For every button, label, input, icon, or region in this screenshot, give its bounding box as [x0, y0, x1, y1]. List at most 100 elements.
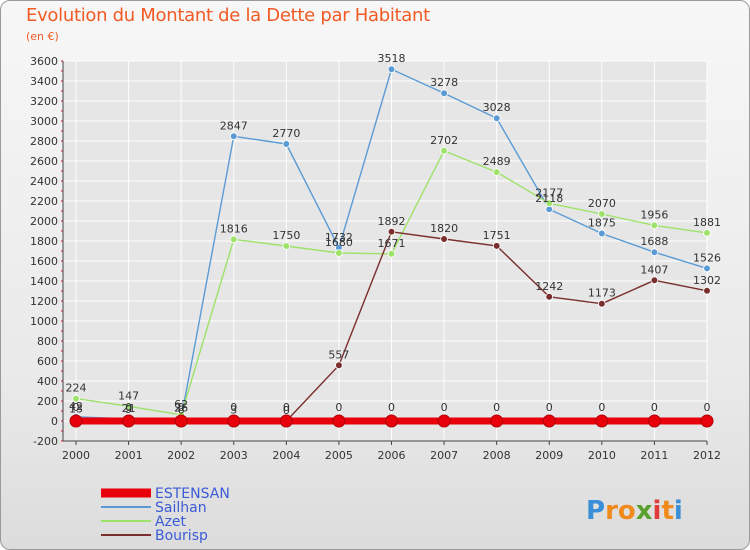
data-point [703, 264, 711, 273]
data-point [647, 414, 661, 428]
data-point [335, 361, 343, 370]
x-tick-label: 2012 [693, 449, 721, 462]
data-point [650, 248, 659, 257]
data-label: 1875 [588, 217, 616, 230]
x-tick-label: 2005 [325, 449, 353, 462]
data-point [229, 235, 238, 244]
data-label: 2489 [483, 155, 511, 168]
y-tick-label: 800 [37, 335, 58, 348]
data-label: 1820 [430, 222, 458, 235]
data-label: 0 [73, 401, 80, 414]
y-tick-label: 1200 [30, 295, 58, 308]
y-tick-label: 3400 [30, 75, 58, 88]
data-point [227, 414, 241, 428]
data-point [595, 414, 609, 428]
x-tick-label: 2000 [62, 449, 90, 462]
data-point [72, 394, 80, 403]
data-point [650, 221, 659, 230]
x-tick-label: 2008 [483, 449, 511, 462]
chart-subtitle: (en €) [26, 30, 59, 43]
legend-label: Bourisp [155, 528, 208, 544]
data-point [700, 414, 714, 428]
data-label: 224 [66, 382, 87, 395]
data-label: 147 [118, 389, 139, 402]
y-tick-label: 1600 [30, 255, 58, 268]
y-tick-label: 400 [37, 375, 58, 388]
data-label: 2070 [588, 197, 616, 210]
y-tick-label: 0 [51, 415, 58, 428]
x-tick-label: 2003 [220, 449, 248, 462]
data-label: 2177 [535, 186, 563, 199]
legend-label: Sailhan [155, 500, 207, 516]
data-label: 42 [69, 400, 83, 413]
data-label: 0 [283, 404, 290, 417]
y-tick-label: 2400 [30, 175, 58, 188]
data-point [440, 147, 448, 155]
data-label: 1688 [640, 235, 668, 248]
data-point [598, 299, 606, 308]
y-tick-label: 3200 [30, 95, 58, 108]
x-tick-label: 2009 [535, 449, 563, 462]
data-label: 1407 [640, 263, 668, 276]
data-label: 0 [704, 401, 711, 414]
data-label: 3028 [483, 101, 511, 114]
data-label: 2847 [220, 119, 248, 132]
y-tick-label: 3600 [30, 55, 58, 68]
data-label: 21 [122, 402, 136, 415]
data-label: 0 [335, 401, 342, 414]
y-tick-label: 200 [37, 395, 58, 408]
data-label: 1816 [220, 222, 248, 235]
data-point [69, 414, 83, 428]
data-point [545, 292, 554, 301]
x-tick-label: 2007 [430, 449, 458, 462]
x-tick-label: 2006 [378, 449, 406, 462]
data-point [174, 414, 188, 428]
y-tick-label: 600 [37, 355, 58, 368]
data-label: 1526 [693, 251, 721, 264]
data-point [492, 168, 501, 176]
data-label: 0 [598, 401, 605, 414]
chart-title: Evolution du Montant de la Dette par Hab… [26, 5, 430, 26]
data-point [545, 199, 554, 208]
data-point [279, 414, 293, 428]
data-label: 3518 [378, 52, 406, 65]
data-label: 3 [230, 404, 237, 417]
y-tick-label: 2600 [30, 155, 58, 168]
data-point [387, 65, 396, 73]
y-tick-label: 1800 [30, 235, 58, 248]
x-tick-label: 2001 [115, 449, 143, 462]
data-label: 13 [69, 403, 83, 416]
y-tick-label: 3000 [30, 115, 58, 128]
data-label: 0 [230, 401, 237, 414]
data-point [440, 89, 448, 97]
x-tick-label: 2004 [272, 449, 300, 462]
data-point [437, 414, 451, 428]
data-point [490, 414, 504, 428]
data-label: 6 [178, 403, 185, 416]
data-point [703, 286, 711, 295]
x-tick-label: 2011 [640, 449, 668, 462]
y-tick-label: 1000 [30, 315, 58, 328]
data-label: 9 [125, 403, 132, 416]
data-label: 0 [125, 401, 132, 414]
data-point [492, 114, 501, 122]
data-label: 0 [178, 401, 185, 414]
proxiti-logo: Proxiti [586, 496, 683, 526]
data-label: 62 [174, 398, 188, 411]
data-label: 2702 [430, 134, 458, 147]
plot-area [63, 61, 707, 441]
data-label: 1881 [693, 216, 721, 229]
data-label: 1671 [378, 237, 406, 250]
data-label: 0 [493, 401, 500, 414]
x-tick-label: 2002 [167, 449, 195, 462]
legend-label: Azet [155, 514, 187, 530]
data-point [332, 414, 346, 428]
data-label: 26 [174, 401, 188, 414]
data-point [122, 414, 136, 428]
data-point [124, 402, 133, 411]
legend-label: ESTENSAN [155, 486, 230, 502]
data-label: 0 [651, 401, 658, 414]
data-label: 1956 [640, 208, 668, 221]
